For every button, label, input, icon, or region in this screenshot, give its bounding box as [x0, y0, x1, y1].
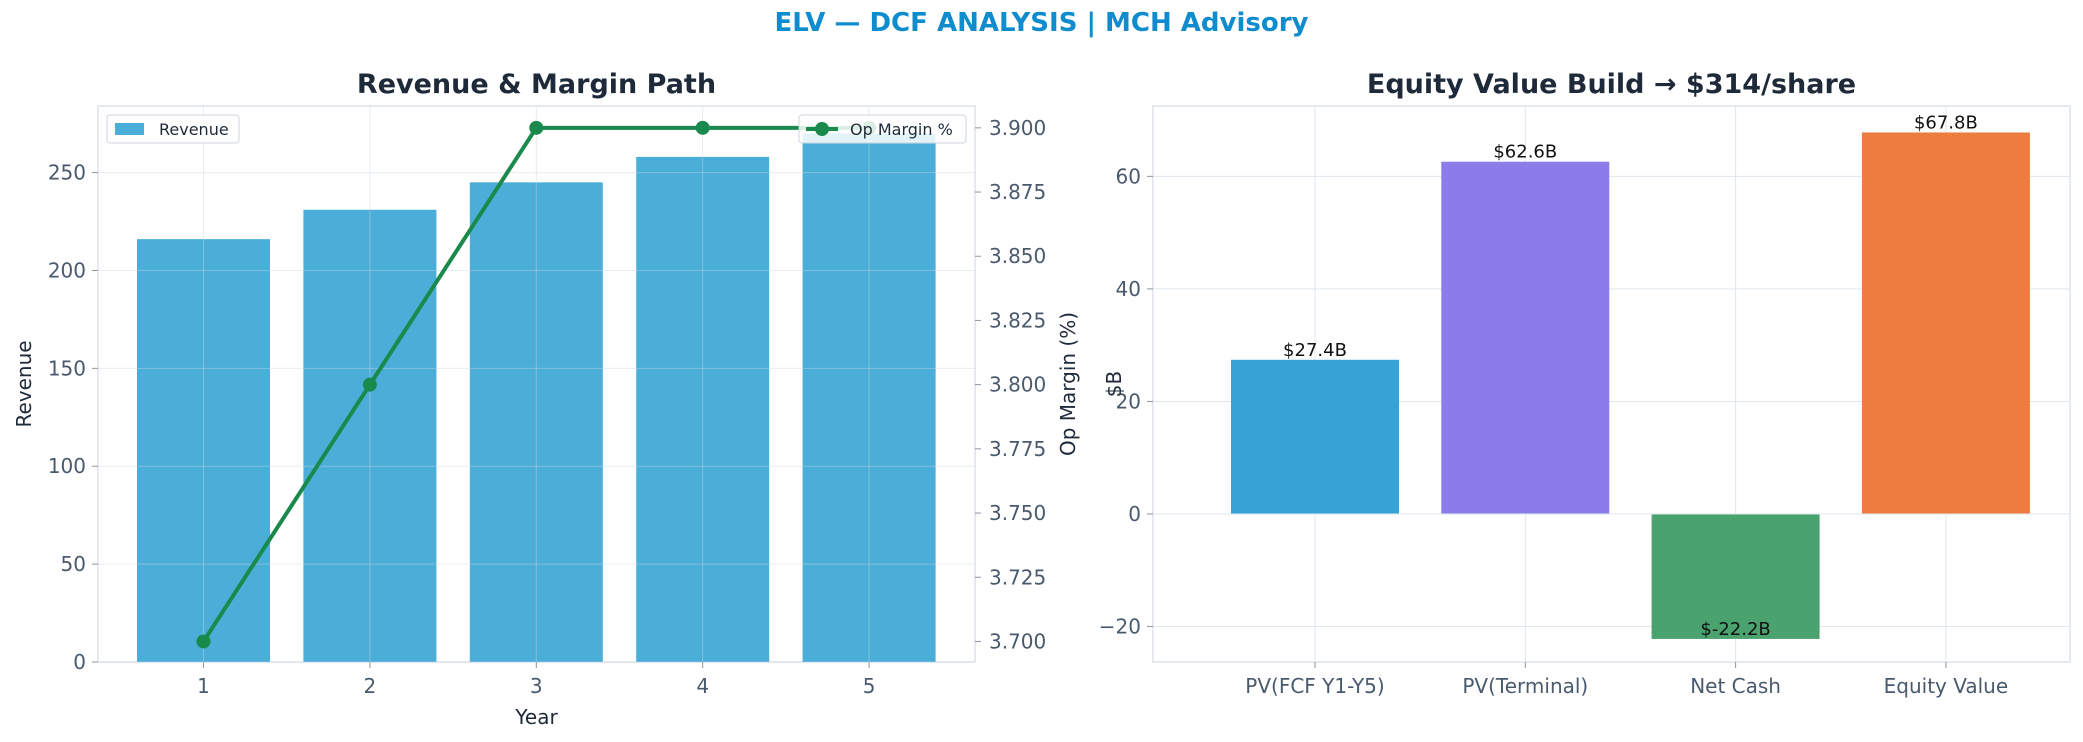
revenue-ytick-label: 200 [48, 258, 86, 282]
margin-legend-label: Op Margin % [850, 120, 953, 139]
equity-ytick-label: 20 [1116, 389, 1141, 413]
equity-ytick-label: 0 [1128, 502, 1141, 526]
revenue-bar [636, 156, 770, 662]
equity-data-label: $62.6B [1493, 142, 1557, 163]
revenue-ytick-label: 100 [48, 454, 86, 478]
op-margin-point [196, 634, 211, 649]
revenue-bar [469, 182, 603, 662]
page-title: ELV — DCF ANALYSIS | MCH Advisory [774, 8, 1309, 38]
margin-ytick-label: 3.750 [989, 501, 1046, 525]
revenue-legend-swatch [115, 123, 144, 135]
equity-xtick-label: Net Cash [1690, 674, 1781, 698]
equity-ytick-label: −20 [1099, 615, 1141, 639]
revenue-ytick-label: 50 [61, 552, 86, 576]
revenue-bar [802, 133, 936, 662]
margin-legend-box [798, 114, 967, 144]
margin-ytick-label: 3.800 [989, 373, 1046, 397]
margin-ytick-label: 3.775 [989, 437, 1046, 461]
pv-terminal-bar [1441, 161, 1610, 514]
op-margin-point [362, 377, 377, 392]
revenue-xtick-label: 5 [863, 674, 876, 698]
op-margin-point [695, 120, 710, 135]
revenue-chart-title: Revenue & Margin Path [357, 69, 716, 100]
revenue-xtick-label: 4 [696, 674, 709, 698]
revenue-bar [137, 239, 270, 662]
margin-ytick-label: 3.825 [989, 308, 1046, 332]
op-margin-point [529, 120, 544, 135]
revenue-y-axis-label: Revenue [12, 340, 36, 427]
margin-legend-marker [815, 122, 829, 136]
equity-ytick-label: 60 [1116, 164, 1141, 188]
revenue-legend-label: Revenue [159, 120, 229, 139]
equity-xtick-label: PV(FCF Y1-Y5) [1245, 674, 1384, 698]
revenue-ytick-label: 250 [48, 161, 86, 185]
margin-y-axis-label: Op Margin (%) [1056, 312, 1080, 456]
revenue-ytick-label: 150 [48, 356, 86, 380]
pv-fcf-bar [1231, 359, 1399, 514]
equity-xtick-label: PV(Terminal) [1462, 674, 1588, 698]
revenue-xtick-label: 2 [364, 674, 377, 698]
equity-y-axis-label: $B [1102, 371, 1126, 397]
margin-ytick-label: 3.700 [989, 629, 1046, 653]
equity-value-bar [1861, 132, 2030, 514]
equity-data-label: $-22.2B [1700, 619, 1770, 640]
equity-xtick-label: Equity Value [1884, 674, 2009, 698]
revenue-x-axis-label: Year [514, 705, 558, 729]
equity-ytick-label: 40 [1116, 277, 1141, 301]
revenue-xtick-label: 3 [530, 674, 543, 698]
net-cash-bar [1651, 513, 1820, 639]
margin-ytick-label: 3.850 [989, 244, 1046, 268]
equity-chart-title: Equity Value Build → $314/share [1367, 69, 1856, 100]
revenue-bar [303, 209, 437, 662]
equity-data-label: $27.4B [1283, 340, 1347, 361]
margin-ytick-label: 3.875 [989, 180, 1046, 204]
revenue-xtick-label: 1 [197, 674, 210, 698]
margin-ytick-label: 3.725 [989, 565, 1046, 589]
margin-ytick-label: 3.900 [989, 116, 1046, 140]
equity-plot-frame [1152, 105, 2071, 663]
equity-data-label: $67.8B [1914, 112, 1978, 133]
revenue-legend-box [106, 114, 240, 144]
revenue-ytick-label: 0 [73, 650, 86, 674]
